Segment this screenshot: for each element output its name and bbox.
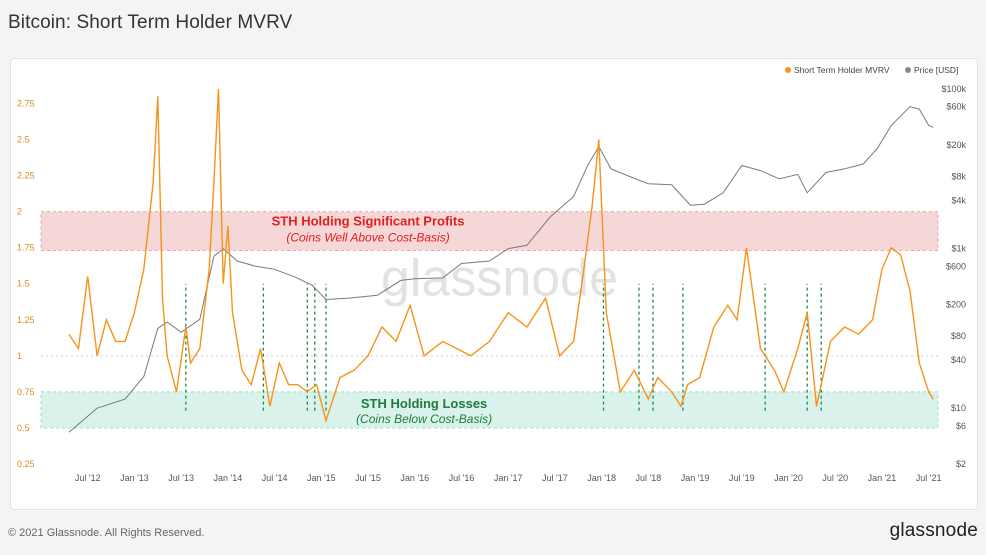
loss-zone — [40, 391, 939, 429]
x-tick-label: Jul '18 — [635, 473, 661, 483]
x-tick-label: Jul '15 — [355, 473, 381, 483]
chart-card: glassnode 0.25 0.5 0.75 1 1.25 1.5 1.75 2 2.25 2.5… — [10, 58, 978, 510]
x-tick-label: Jul '16 — [449, 473, 475, 483]
legend-marker — [785, 67, 791, 73]
y-right-tick-label: $100k — [941, 84, 966, 94]
y-left-tick-label: 0.75 — [17, 387, 35, 397]
y-right-tick-label: $40 — [951, 355, 966, 365]
copyright-text: © 2021 Glassnode. All Rights Reserved. — [8, 527, 205, 539]
y-left-tick-label: 1.75 — [17, 243, 35, 253]
chart: glassnode0.250.50.7511.251.51.7522.252.5… — [17, 65, 966, 483]
page-title: Bitcoin: Short Term Holder MVRV — [8, 12, 293, 33]
x-tick-label: Jan '14 — [214, 473, 243, 483]
y-right-tick-label: $1k — [951, 244, 966, 254]
loss-zone-label: STH Holding Losses — [361, 396, 487, 411]
y-right-tick-label: $2 — [956, 459, 966, 469]
y-left-tick-label: 1.25 — [17, 315, 35, 325]
x-tick-label: Jul '20 — [822, 473, 848, 483]
x-tick-label: Jul '17 — [542, 473, 568, 483]
y-left-tick-label: 1.5 — [17, 279, 30, 289]
x-tick-label: Jul '19 — [729, 473, 755, 483]
x-tick-label: Jul '12 — [75, 473, 101, 483]
y-left-tick-label: 0.25 — [17, 459, 35, 469]
profit-zone-sublabel: (Coins Well Above Cost-Basis) — [286, 231, 449, 245]
y-right-tick-label: $8k — [951, 172, 966, 182]
y-right-tick-label: $10 — [951, 403, 966, 413]
legend-label: Price [USD] — [914, 65, 958, 75]
x-tick-label: Jan '17 — [494, 473, 523, 483]
y-right-tick-label: $600 — [946, 261, 966, 271]
y-right-tick-label: $20k — [946, 140, 966, 150]
glassnode-logo[interactable]: glassnode — [889, 520, 978, 541]
x-tick-label: Jul '13 — [168, 473, 194, 483]
y-left-tick-label: 0.5 — [17, 423, 30, 433]
legend-label: Short Term Holder MVRV — [794, 65, 890, 75]
y-left-tick-label: 1 — [17, 351, 22, 361]
x-tick-label: Jul '21 — [916, 473, 942, 483]
price-series-line — [68, 106, 934, 433]
y-right-tick-label: $6 — [956, 421, 966, 431]
profit-zone-label: STH Holding Significant Profits — [272, 214, 465, 229]
loss-zone-sublabel: (Coins Below Cost-Basis) — [356, 412, 492, 426]
x-tick-label: Jan '16 — [400, 473, 429, 483]
y-left-tick-label: 2.25 — [17, 171, 35, 181]
x-tick-label: Jan '19 — [681, 473, 710, 483]
x-tick-label: Jan '20 — [774, 473, 803, 483]
x-tick-label: Jan '13 — [120, 473, 149, 483]
x-tick-label: Jan '21 — [868, 473, 897, 483]
x-tick-label: Jan '18 — [587, 473, 616, 483]
x-tick-label: Jan '15 — [307, 473, 336, 483]
y-right-tick-label: $60k — [946, 102, 966, 112]
profit-zone — [40, 211, 939, 252]
y-right-tick-label: $4k — [951, 196, 966, 206]
y-right-tick-label: $200 — [946, 299, 966, 309]
y-left-tick-label: 2.5 — [17, 134, 30, 144]
legend-marker — [905, 67, 911, 73]
x-tick-label: Jul '14 — [262, 473, 288, 483]
mvrv-series-line — [68, 88, 934, 424]
y-left-tick-label: 2.75 — [17, 98, 35, 108]
y-right-tick-label: $80 — [951, 331, 966, 341]
y-left-tick-label: 2 — [17, 207, 22, 217]
